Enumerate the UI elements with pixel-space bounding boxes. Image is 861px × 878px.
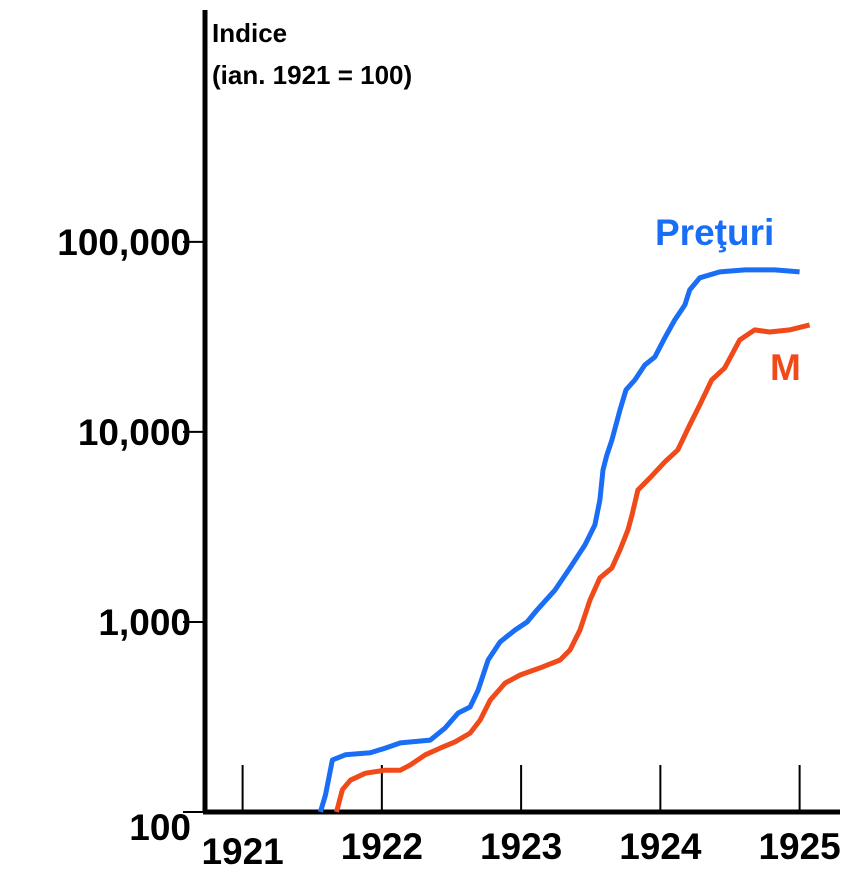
x-tick-label: 1925 — [758, 826, 840, 867]
y-tick-label: 100,000 — [57, 222, 191, 263]
y-tick-label: 10,000 — [78, 412, 191, 453]
series-label: Preţuri — [655, 212, 774, 253]
series-label: M — [770, 347, 801, 388]
y-tick-label: 1,000 — [98, 602, 191, 643]
y-axis-label: Indice — [212, 18, 287, 48]
series-line — [318, 267, 800, 813]
x-tick-label: 1921 — [201, 831, 283, 872]
x-tick-label: 1923 — [480, 826, 562, 867]
x-tick-label: 1922 — [341, 826, 423, 867]
y-axis-label: (ian. 1921 = 100) — [212, 60, 412, 90]
y-tick-label: 100 — [129, 807, 191, 848]
series-line — [334, 322, 811, 813]
x-tick-label: 1924 — [619, 826, 702, 867]
